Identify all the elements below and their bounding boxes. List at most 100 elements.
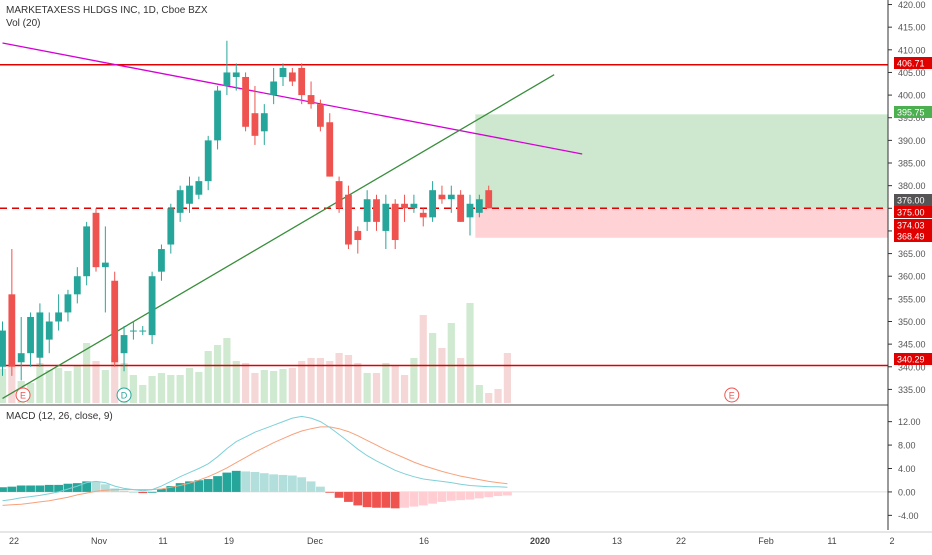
volume-bar (447, 323, 455, 403)
event-marker-label: D (121, 391, 128, 401)
candle-body (17, 353, 25, 363)
volume-bar (92, 361, 100, 403)
macd-histogram-bar (493, 491, 503, 497)
price-tick-label: 350.00 (898, 317, 926, 327)
candle-body (288, 72, 296, 82)
price-flag-label: 375.00 (897, 208, 925, 218)
macd-tick-label: 12.00 (898, 417, 921, 427)
price-flag-bg (894, 219, 932, 231)
price-tick-label: 400.00 (898, 91, 926, 101)
price-flag-bg (894, 106, 932, 118)
macd-histogram-bar (418, 491, 428, 506)
macd-histogram-bar (259, 473, 269, 492)
macd-histogram-bar (428, 491, 437, 504)
price-tick-label: 420.00 (898, 0, 926, 10)
candle-body (317, 104, 324, 127)
macd-signal-line (2, 426, 508, 506)
candle-body (410, 203, 418, 209)
candle-body (438, 194, 446, 200)
candle-body (466, 203, 474, 218)
volume-bar (494, 389, 502, 403)
macd-histogram-bar (362, 491, 372, 508)
macd-histogram-bar (185, 481, 194, 492)
volume-bar (485, 393, 493, 403)
macd-histogram-bar (213, 476, 222, 492)
volume-bar (73, 365, 81, 403)
macd-tick-label: 4.00 (898, 464, 916, 474)
macd-histogram-bar (82, 481, 92, 492)
time-tick-label: 22 (9, 536, 19, 546)
volume-bar (400, 375, 409, 403)
candle-body (457, 194, 465, 222)
volume-bar (270, 371, 278, 403)
price-axis: 335.00 340.00 345.00 350.00 355.00 360.00 365.… (887, 0, 932, 550)
candle-body (55, 312, 62, 322)
candle-body (270, 81, 278, 96)
volume-bar (8, 367, 16, 403)
macd-histogram-bar (7, 486, 17, 492)
volume-bars (0, 303, 511, 403)
macd-pane (0, 404, 888, 509)
candle-body (345, 194, 352, 245)
volume-bar (45, 370, 53, 403)
candle-body (111, 280, 119, 363)
volume-bar (120, 363, 128, 403)
volume-bar (382, 363, 390, 403)
profit-zone (475, 114, 888, 209)
candle-body (354, 230, 362, 240)
ascending-trendline (2, 74, 555, 400)
volume-bar (438, 348, 446, 403)
event-marker-circle (15, 387, 31, 403)
time-tick-label: 16 (419, 536, 429, 546)
event-marker-circle (116, 387, 132, 403)
macd-histogram-bar (325, 491, 335, 493)
macd-histogram-bar (129, 491, 138, 493)
time-tick-label: 2020 (530, 536, 550, 546)
macd-histogram-bar (44, 484, 54, 492)
event-marker-label: E (729, 391, 735, 401)
candle-body (45, 321, 53, 340)
descending-trendline (2, 42, 583, 155)
candle-body (242, 76, 249, 127)
price-flag-bg (894, 57, 932, 69)
volume-bar (363, 373, 371, 403)
event-marker: E (15, 387, 31, 403)
price-tick-label: 405.00 (898, 68, 926, 78)
macd-histogram-bar (353, 491, 363, 506)
candle-body (167, 208, 175, 245)
volume-bar (64, 371, 72, 403)
candle-body (401, 203, 408, 209)
volume-bar (316, 358, 324, 403)
volume-bar (213, 345, 222, 403)
macd-histogram-bar (100, 484, 110, 492)
event-marker: D (116, 387, 132, 403)
macd-histogram-bar (446, 491, 456, 501)
candle-body (429, 190, 436, 218)
volume-bar (157, 373, 166, 403)
volume-bar (195, 372, 203, 403)
price-flag: 374.03 (894, 219, 932, 231)
candle-body (0, 330, 6, 367)
candle-body (326, 122, 334, 177)
price-flag: 375.00 (894, 206, 932, 218)
candle-body (214, 90, 221, 141)
candle-body (158, 249, 165, 272)
macd-histogram-bar (110, 488, 120, 492)
macd-histogram-bar (241, 471, 250, 492)
price-flag-label: 406.71 (897, 59, 925, 69)
macd-histogram-bar (400, 491, 409, 508)
time-tick-label: 2 (889, 536, 894, 546)
price-tick-label: 380.00 (898, 181, 926, 191)
volume-label: Vol (20) (6, 18, 41, 29)
symbol-title: MARKETAXESS HLDGS INC, 1D, Cboe BZX (6, 5, 208, 16)
macd-tick-label: 8.00 (898, 441, 916, 451)
macd-histogram-bar (231, 470, 241, 492)
volume-bar (354, 363, 362, 403)
price-flag: 340.29 (894, 353, 932, 365)
candle-body (298, 67, 306, 96)
macd-label: MACD (12, 26, close, 9) (6, 411, 113, 422)
candle-body (195, 181, 203, 195)
